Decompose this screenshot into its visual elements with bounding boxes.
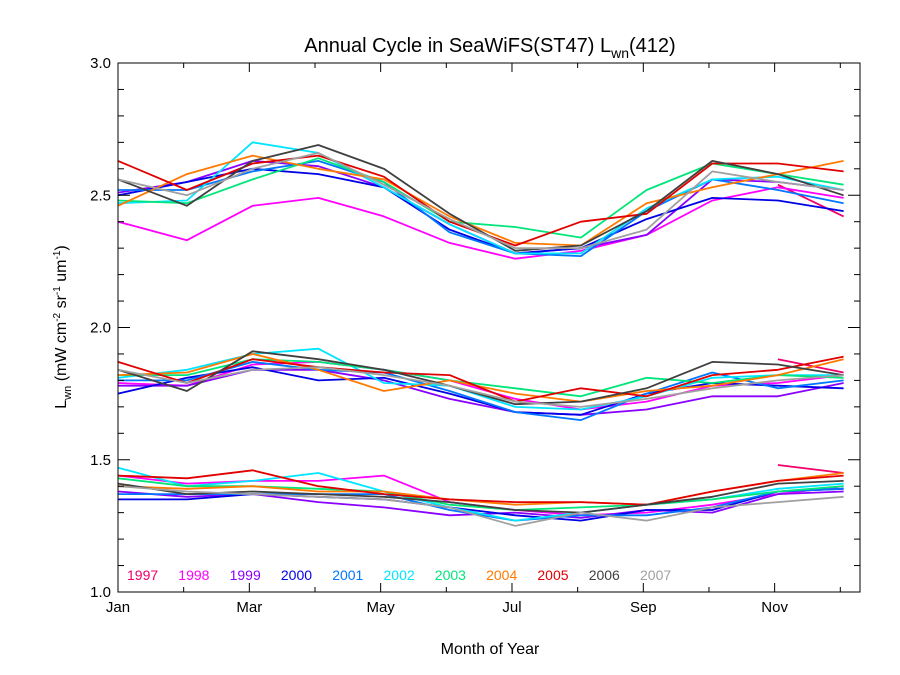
chart-title-subscript: wn — [610, 45, 629, 61]
x-tick-label: Mar — [236, 599, 262, 616]
series-line-2007-group-2 — [117, 366, 844, 408]
series-line-2003-group-1 — [117, 157, 844, 239]
y-tick-label: 2.0 — [90, 320, 111, 337]
series-line-1997-group-1 — [777, 183, 844, 218]
x-tick-label: Nov — [761, 599, 788, 616]
series-line-2007-group-3 — [117, 485, 844, 527]
legend-item-1998: 1998 — [178, 567, 209, 583]
y-axis-label-um: um — [53, 260, 70, 287]
legend-item-2001: 2001 — [332, 567, 363, 583]
y-axis-label: Lwn (mW cm-2 sr-1 um-1) — [52, 245, 74, 408]
legend-item-2000: 2000 — [281, 567, 312, 583]
chart-title-suffix: (412) — [629, 35, 676, 57]
legend-item-1997: 1997 — [127, 567, 158, 583]
series-line-1997-group-2 — [777, 358, 844, 374]
series-line-1997-group-3 — [777, 464, 844, 474]
chart-title-main: Annual Cycle in SeaWiFS(ST47) L — [304, 35, 611, 57]
chart-title: Annual Cycle in SeaWiFS(ST47) Lwn(412) — [304, 35, 675, 61]
y-axis-label-unit-open: (mW cm — [53, 322, 70, 386]
y-axis-label-sup-cm: -2 — [52, 312, 63, 321]
series-line-2006-group-1 — [117, 144, 844, 252]
series-line-2004-group-1 — [117, 154, 844, 247]
y-tick-label: 1.0 — [90, 584, 111, 601]
series-line-2000-group-1 — [117, 167, 844, 255]
series-layer — [117, 141, 844, 527]
legend-item-2004: 2004 — [486, 567, 517, 583]
legend-item-2007: 2007 — [640, 567, 671, 583]
series-line-2001-group-1 — [118, 160, 844, 257]
x-axis-label: Month of Year — [441, 641, 540, 658]
y-tick-label: 1.5 — [90, 452, 111, 469]
legend-item-1999: 1999 — [230, 567, 261, 583]
y-axis-label-sup-sr: -1 — [52, 286, 63, 295]
series-line-2006-group-3 — [117, 480, 844, 514]
y-tick-label: 2.5 — [90, 187, 111, 204]
series-line-2007-group-1 — [117, 152, 844, 250]
x-tick-label: Jan — [106, 599, 130, 616]
legend-item-2003: 2003 — [435, 567, 466, 583]
y-axis-label-sup-um: -1 — [52, 250, 63, 259]
y-axis-label-wn: wn — [62, 386, 74, 401]
x-tick-label: Jul — [502, 599, 521, 616]
x-tick-label: May — [366, 599, 395, 616]
series-line-2005-group-3 — [117, 469, 844, 506]
legend: 1997 1998 1999 2000 2001 2002 2003 2004 2005 2006… — [127, 567, 671, 583]
series-line-2002-group-1 — [117, 141, 844, 255]
legend-item-2005: 2005 — [537, 567, 568, 583]
series-line-1998-group-2 — [117, 361, 844, 411]
series-line-2003-group-2 — [118, 358, 844, 398]
legend-item-2006: 2006 — [589, 567, 620, 583]
y-axis-label-l: L — [53, 400, 70, 409]
series-line-2005-group-2 — [117, 355, 844, 403]
y-tick-label: 3.0 — [90, 55, 111, 72]
axes: Jan Mar May Jul Sep Nov 1.0 1.5 2.0 2.5 3.0 — [90, 55, 861, 616]
series-line-2006-group-2 — [117, 350, 844, 406]
y-axis-label-sr: sr — [53, 294, 70, 312]
legend-item-2002: 2002 — [384, 567, 415, 583]
x-tick-label: Sep — [630, 599, 657, 616]
series-line-2001-group-2 — [118, 361, 844, 421]
y-axis-label-unit-close: ) — [53, 245, 70, 250]
